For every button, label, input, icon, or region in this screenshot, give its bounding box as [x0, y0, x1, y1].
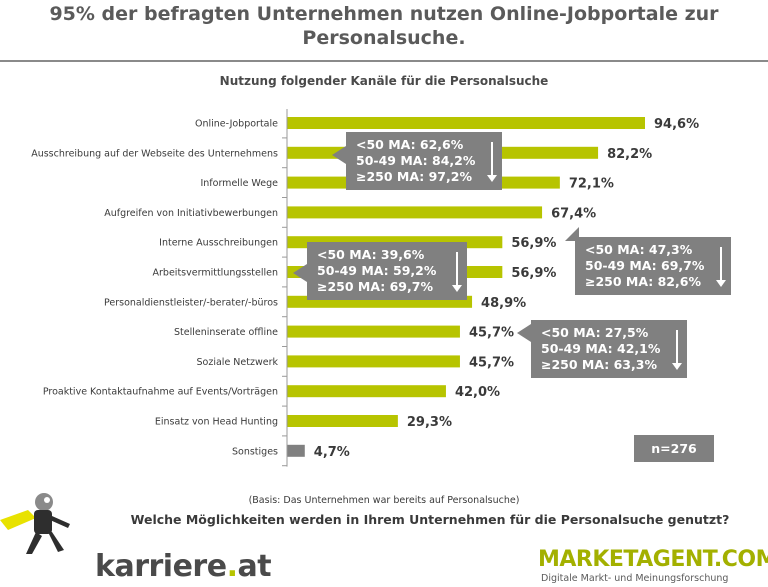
- data-label: 42,0%: [455, 385, 500, 400]
- data-label: 45,7%: [469, 355, 514, 370]
- callout-line: <50 MA: 39,6%: [317, 247, 425, 262]
- callout-stelleninserate: <50 MA: 27,5% 50-49 MA: 42,1% ≥250 MA: 6…: [517, 320, 687, 378]
- data-label: 29,3%: [407, 415, 452, 430]
- callout-webseite: <50 MA: 62,6% 50-49 MA: 84,2% ≥250 MA: 9…: [332, 132, 502, 190]
- basis-note: (Basis: Das Unternehmen war bereits auf …: [248, 495, 520, 506]
- callout-line: <50 MA: 47,3%: [585, 242, 693, 257]
- category-label: Stelleninserate offline: [174, 327, 278, 338]
- logo-tld: at: [237, 549, 272, 584]
- data-label: 72,1%: [569, 177, 614, 192]
- logo-word: karriere: [95, 549, 227, 584]
- down-arrow-icon: [452, 252, 462, 292]
- category-label: Sonstiges: [232, 446, 278, 457]
- callout-line: ≥250 MA: 82,6%: [585, 274, 701, 289]
- category-label: Aufgreifen von Initiativbewerbungen: [104, 208, 278, 219]
- down-arrow-icon: [487, 142, 497, 182]
- callout-line: ≥250 MA: 69,7%: [317, 279, 433, 294]
- callout-line: ≥250 MA: 97,2%: [356, 169, 472, 184]
- survey-question: Welche Möglichkeiten werden in Ihrem Unt…: [130, 512, 730, 527]
- callout-pointer: [517, 324, 531, 342]
- bar: [287, 117, 645, 129]
- data-label: 48,9%: [481, 296, 526, 311]
- callout-line: 50-49 MA: 59,2%: [317, 263, 437, 278]
- callout-line: 50-49 MA: 84,2%: [356, 153, 476, 168]
- bar: [287, 355, 460, 368]
- title-line-2: Personalsuche.: [302, 27, 466, 49]
- title-line-1: 95% der befragten Unternehmen nutzen Onl…: [49, 3, 719, 25]
- category-label: Proaktive Kontaktaufnahme auf Events/Vor…: [43, 387, 278, 398]
- data-label: 94,6%: [654, 117, 699, 132]
- chart-title: Nutzung folgender Kanäle für die Persona…: [219, 74, 549, 88]
- marketagent-logo: MARKETAGENT.COM: [538, 547, 768, 572]
- category-label: Soziale Netzwerk: [197, 357, 279, 368]
- category-label: Ausschreibung auf der Webseite des Unter…: [31, 148, 278, 159]
- data-label: 82,2%: [607, 147, 652, 162]
- category-label: Informelle Wege: [200, 178, 278, 189]
- bar: [287, 325, 460, 338]
- callout-line: <50 MA: 62,6%: [356, 137, 464, 152]
- data-label: 45,7%: [469, 326, 514, 341]
- callout-interne: <50 MA: 47,3% 50-49 MA: 69,7% ≥250 MA: 8…: [565, 227, 731, 295]
- bar: [287, 206, 543, 219]
- category-label: Arbeitsvermittlungsstellen: [153, 268, 278, 279]
- category-label: Einsatz von Head Hunting: [155, 417, 278, 428]
- callout-arbeitsvermittlung: <50 MA: 39,6% 50-49 MA: 59,2% ≥250 MA: 6…: [293, 242, 467, 300]
- bar: [287, 385, 446, 398]
- callout-pointer: [565, 227, 579, 241]
- callout-line: 50-49 MA: 42,1%: [541, 341, 661, 356]
- callout-line: ≥250 MA: 63,3%: [541, 357, 657, 372]
- title-divider: [0, 60, 768, 62]
- logo-dot: .: [226, 549, 238, 584]
- category-label: Interne Ausschreibungen: [159, 238, 278, 249]
- callout-pointer: [332, 146, 346, 164]
- main-title: 95% der befragten Unternehmen nutzen Onl…: [0, 2, 768, 50]
- category-label: Online-Jobportale: [195, 119, 278, 130]
- category-label: Personaldienstleister/-berater/-büros: [104, 297, 278, 308]
- callout-line: 50-49 MA: 69,7%: [585, 258, 705, 273]
- karriere-logo: karriere.at: [95, 549, 272, 584]
- marketagent-tagline: Digitale Markt- und Meinungsforschung: [541, 573, 729, 584]
- data-label: 67,4%: [551, 206, 596, 221]
- data-label: 56,9%: [511, 266, 556, 281]
- down-arrow-icon: [672, 330, 682, 370]
- sample-size-badge: n=276: [634, 435, 714, 462]
- bar: [287, 415, 398, 427]
- bar: [287, 444, 305, 457]
- down-arrow-icon: [716, 247, 726, 287]
- data-label: 56,9%: [511, 236, 556, 251]
- mascot-illustration: [0, 493, 70, 554]
- callout-pointer: [293, 264, 307, 282]
- data-label: 4,7%: [314, 445, 350, 460]
- callout-line: <50 MA: 27,5%: [541, 325, 649, 340]
